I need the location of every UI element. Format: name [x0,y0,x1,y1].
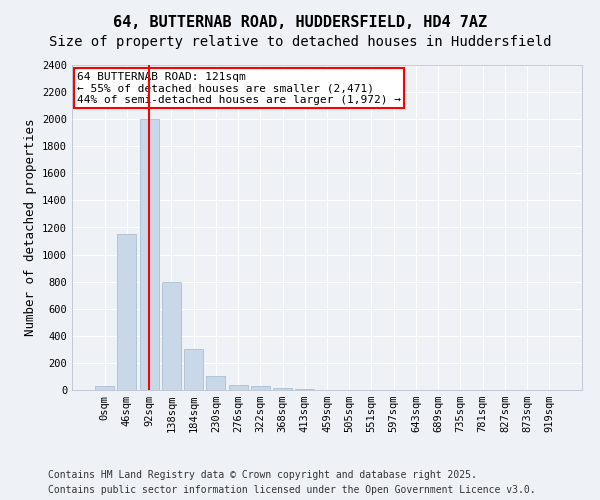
Bar [229,384,248,390]
Text: Size of property relative to detached houses in Huddersfield: Size of property relative to detached ho… [49,35,551,49]
Bar [140,119,158,390]
Bar [184,350,203,390]
Y-axis label: Number of detached properties: Number of detached properties [23,118,37,336]
Text: 64, BUTTERNAB ROAD, HUDDERSFIELD, HD4 7AZ: 64, BUTTERNAB ROAD, HUDDERSFIELD, HD4 7A… [113,15,487,30]
Text: Contains public sector information licensed under the Open Government Licence v3: Contains public sector information licen… [48,485,536,495]
Bar [273,388,292,390]
Bar [162,282,181,390]
Text: 64 BUTTERNAB ROAD: 121sqm
← 55% of detached houses are smaller (2,471)
44% of se: 64 BUTTERNAB ROAD: 121sqm ← 55% of detac… [77,72,401,104]
Bar [206,376,225,390]
Bar [251,386,270,390]
Bar [95,386,114,390]
Text: Contains HM Land Registry data © Crown copyright and database right 2025.: Contains HM Land Registry data © Crown c… [48,470,477,480]
Bar [118,234,136,390]
